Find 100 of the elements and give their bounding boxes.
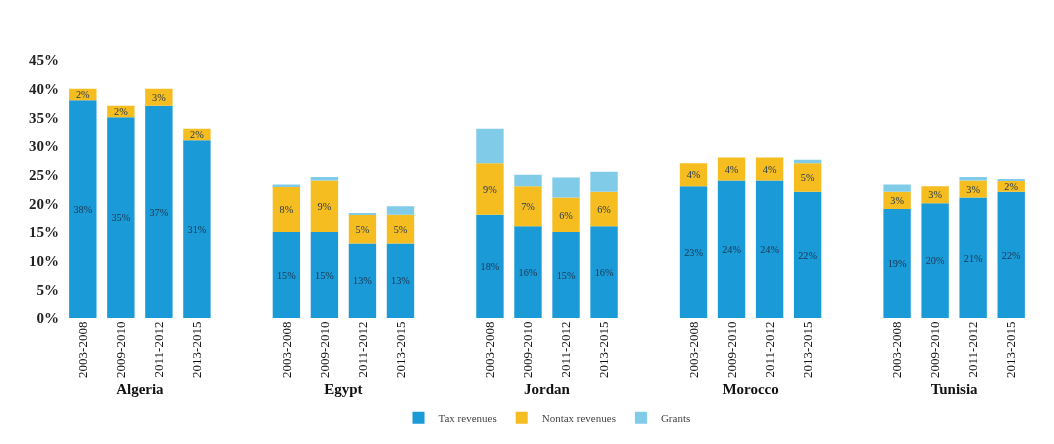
data-label: 8%	[279, 203, 294, 215]
data-label: 6%	[597, 203, 612, 215]
x-tick-label: 2013-2015	[596, 321, 612, 378]
data-label: 3%	[152, 92, 167, 103]
data-label: 13%	[353, 275, 373, 287]
data-label: 19%	[887, 258, 907, 270]
bar	[552, 232, 580, 318]
x-tick-label: 2009-2010	[520, 321, 536, 378]
bar	[590, 171, 618, 192]
y-tick-label: 40%	[29, 80, 59, 97]
bar	[310, 232, 339, 318]
bar	[514, 226, 542, 318]
y-tick-label: 0%	[36, 310, 59, 327]
bar	[272, 232, 301, 318]
bar	[107, 117, 135, 318]
data-label: 5%	[800, 172, 815, 184]
bar	[386, 206, 415, 215]
bar	[272, 184, 301, 187]
bar	[679, 186, 708, 318]
data-label: 24%	[722, 243, 742, 255]
x-tick-label: 2013-2015	[392, 321, 408, 378]
x-tick-label: 2011-2012	[354, 321, 370, 378]
bar	[959, 197, 987, 318]
bar	[552, 177, 580, 198]
x-tick-label: 2009-2010	[113, 321, 129, 378]
x-tick-label: 2009-2010	[316, 321, 332, 378]
data-label: 6%	[559, 209, 574, 221]
data-label: 37%	[149, 206, 169, 218]
data-label: 20%	[925, 255, 945, 267]
legend-label: Nontax revenues	[541, 411, 616, 424]
x-tick-label: 2011-2012	[558, 321, 574, 378]
bar	[514, 174, 542, 187]
x-tick-label: 2003-2008	[278, 321, 294, 378]
data-label: 2%	[1004, 180, 1019, 192]
bar	[310, 180, 339, 232]
data-label: 9%	[317, 200, 332, 212]
data-label: 18%	[480, 261, 500, 273]
data-label: 13%	[391, 275, 411, 287]
data-label: 4%	[724, 163, 739, 175]
y-tick-label: 15%	[29, 224, 59, 241]
bar	[476, 128, 504, 164]
bar	[272, 186, 301, 232]
data-label: 35%	[111, 212, 131, 224]
y-tick-label: 5%	[36, 281, 59, 298]
bar	[476, 163, 504, 215]
x-axis-title: Algeria	[116, 380, 165, 397]
x-tick-label: 2003-2008	[889, 321, 905, 378]
data-label: 3%	[890, 195, 905, 207]
x-axis-title: Morocco	[722, 380, 779, 397]
data-label: 15%	[276, 269, 297, 281]
data-label: 21%	[963, 252, 983, 264]
bar	[514, 186, 542, 227]
data-label: 22%	[1001, 249, 1022, 261]
x-axis-title: Jordan	[524, 380, 571, 397]
bar	[883, 184, 911, 192]
data-label: 7%	[521, 200, 536, 212]
bar	[921, 203, 949, 318]
data-label: 23%	[684, 246, 704, 258]
bar	[476, 214, 504, 318]
data-label: 15%	[556, 269, 576, 281]
bar	[348, 243, 377, 318]
bar	[959, 180, 987, 198]
bar	[793, 163, 822, 192]
data-label: 3%	[928, 189, 943, 201]
x-tick-label: 2009-2010	[927, 321, 943, 378]
bar	[793, 191, 822, 318]
x-tick-label: 2013-2015	[799, 321, 815, 378]
x-tick-label: 2011-2012	[151, 321, 167, 378]
y-tick-label: 25%	[29, 166, 59, 183]
data-label: 9%	[483, 183, 498, 195]
bar	[386, 243, 415, 318]
bar	[755, 180, 784, 318]
x-axis-title: Egypt	[324, 380, 363, 397]
data-label: 16%	[518, 266, 538, 278]
data-label: 2%	[190, 129, 205, 141]
data-label: 2%	[75, 89, 91, 101]
x-tick-label: 2003-2008	[482, 321, 498, 378]
bar	[69, 100, 97, 318]
bar	[183, 140, 211, 318]
data-label: 22%	[798, 249, 818, 261]
y-tick-label: 10%	[29, 252, 59, 269]
x-tick-label: 2011-2012	[965, 321, 981, 378]
data-label: 5%	[393, 223, 408, 235]
data-label: 24%	[760, 243, 780, 255]
x-tick-label: 2003-2008	[685, 321, 701, 378]
x-tick-label: 2011-2012	[761, 321, 777, 378]
bar	[590, 226, 618, 318]
data-label: 38%	[73, 203, 93, 215]
bar	[552, 197, 580, 232]
bar	[145, 105, 173, 318]
data-label: 4%	[686, 169, 701, 181]
bar	[883, 209, 911, 318]
x-tick-label: 2003-2008	[75, 321, 91, 378]
legend-label: Grants	[660, 411, 691, 424]
data-label: 2%	[114, 106, 129, 118]
data-label: 15%	[315, 269, 335, 281]
y-tick-label: 30%	[29, 138, 59, 155]
bar	[590, 191, 618, 227]
data-label: 4%	[762, 163, 777, 175]
x-axis-title: Tunisia	[930, 380, 979, 397]
